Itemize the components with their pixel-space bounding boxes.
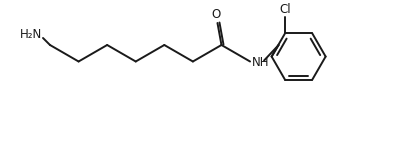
- Text: O: O: [212, 8, 221, 21]
- Text: Cl: Cl: [279, 3, 291, 16]
- Text: NH: NH: [252, 56, 270, 69]
- Text: H₂N: H₂N: [20, 28, 42, 42]
